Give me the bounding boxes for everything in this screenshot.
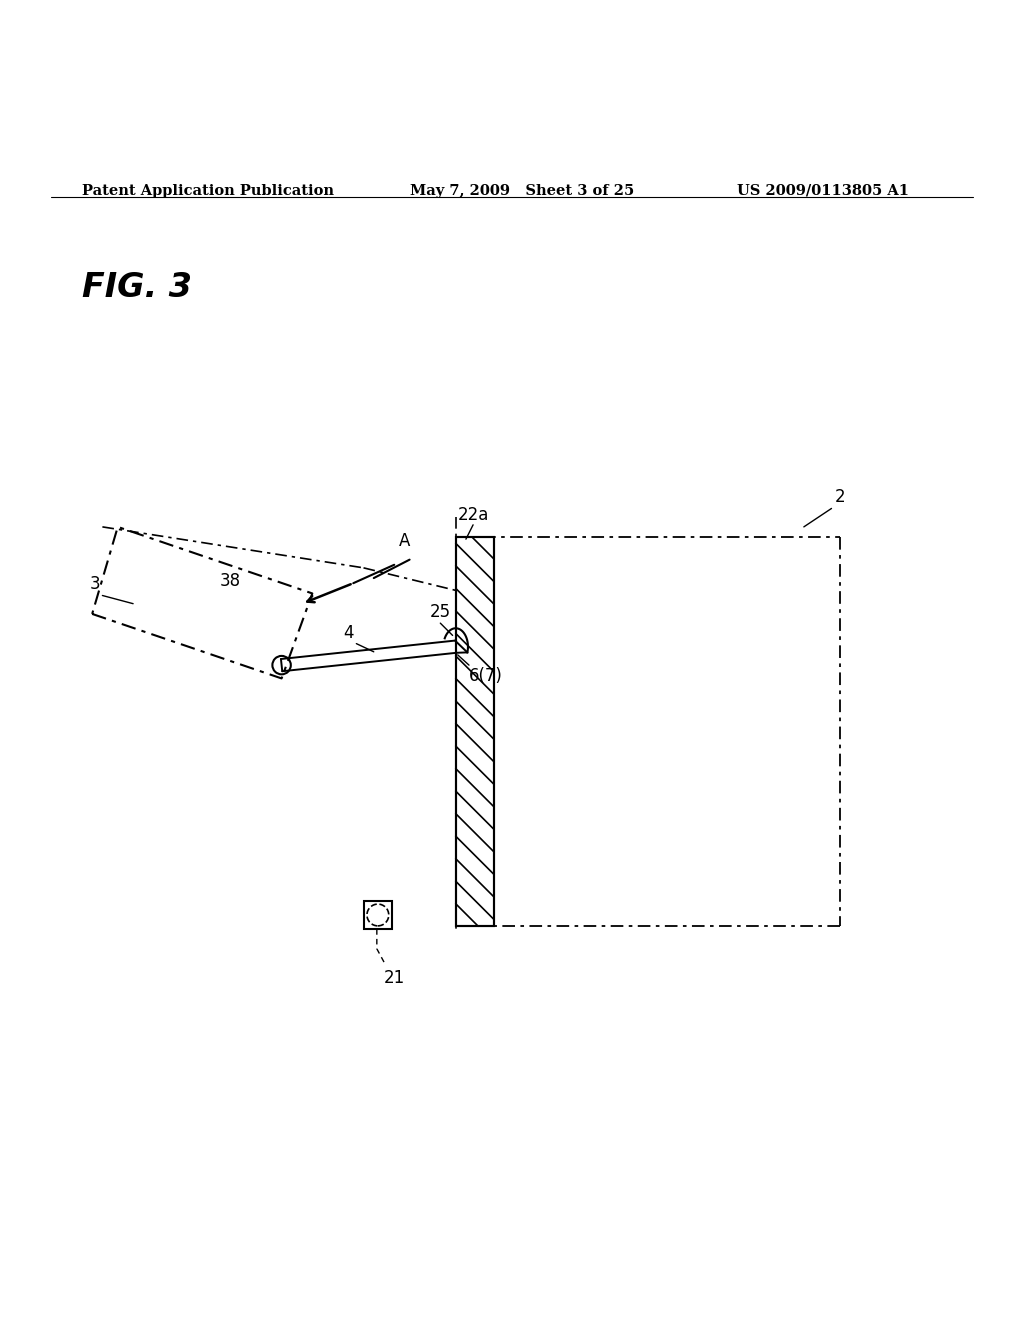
Text: Patent Application Publication: Patent Application Publication xyxy=(82,183,334,198)
Text: 22a: 22a xyxy=(458,506,488,524)
Text: 21: 21 xyxy=(384,969,404,987)
Bar xyxy=(364,900,392,929)
Text: 3: 3 xyxy=(90,576,100,594)
Bar xyxy=(456,537,494,927)
Text: FIG. 3: FIG. 3 xyxy=(82,271,191,304)
Text: 4: 4 xyxy=(343,623,353,642)
Text: 2: 2 xyxy=(835,488,845,507)
Text: 6(7): 6(7) xyxy=(469,667,503,685)
Text: 38: 38 xyxy=(220,573,242,590)
Text: 25: 25 xyxy=(430,603,451,622)
Text: May 7, 2009   Sheet 3 of 25: May 7, 2009 Sheet 3 of 25 xyxy=(410,183,634,198)
Bar xyxy=(456,537,494,927)
Text: US 2009/0113805 A1: US 2009/0113805 A1 xyxy=(737,183,909,198)
Text: A: A xyxy=(398,532,411,550)
